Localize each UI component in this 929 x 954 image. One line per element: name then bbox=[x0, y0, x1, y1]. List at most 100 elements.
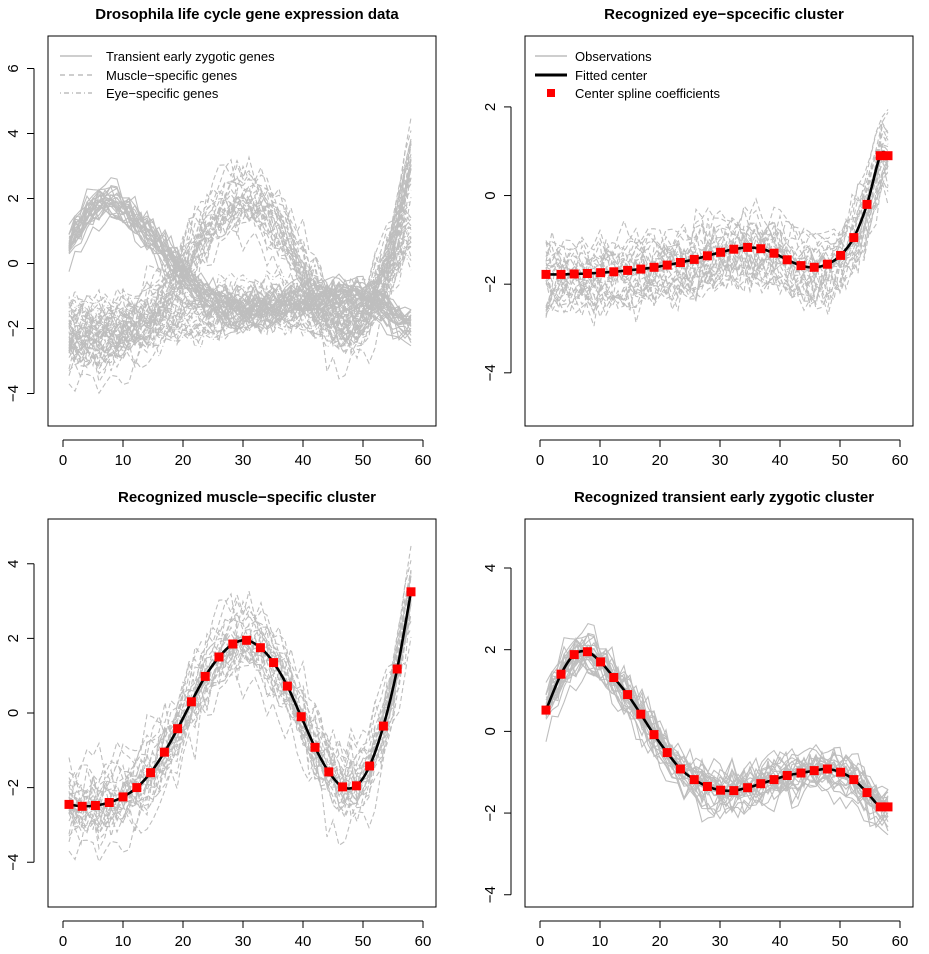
y-tick-label: −2 bbox=[5, 320, 22, 337]
spline-coefficient-marker bbox=[365, 761, 375, 771]
x-tick-label: 40 bbox=[295, 452, 312, 469]
observation-line bbox=[68, 117, 412, 330]
plot-area: 0 10 20 30 40 50 60 −4 −2 0 2 bbox=[482, 35, 914, 469]
observation-line bbox=[545, 176, 889, 327]
observation-line bbox=[68, 545, 412, 787]
legend-label-spline-coefficients: Center spline coefficients bbox=[575, 86, 721, 101]
y-tick-label: −2 bbox=[482, 805, 499, 822]
spline-coefficient-marker bbox=[769, 248, 779, 258]
x-tick-label: 20 bbox=[175, 452, 192, 469]
spline-coefficient-marker bbox=[883, 151, 893, 161]
spline-coefficient-marker bbox=[282, 681, 292, 691]
spline-coefficient-marker bbox=[609, 673, 619, 682]
y-tick-label: 2 bbox=[5, 634, 22, 642]
panel-zygotic-cluster: Recognized transient early zygotic clust… bbox=[482, 489, 914, 950]
spline-coefficient-marker bbox=[132, 783, 142, 793]
observation-line bbox=[68, 571, 412, 814]
y-tick-label: 0 bbox=[482, 727, 499, 735]
spline-coefficient-marker bbox=[296, 712, 306, 722]
y-tick-label: 4 bbox=[5, 129, 22, 137]
observation-line bbox=[545, 122, 889, 262]
spline-coefficient-marker bbox=[159, 747, 169, 757]
observation-line bbox=[68, 144, 412, 340]
x-tick-label: 50 bbox=[355, 452, 372, 469]
observation-line bbox=[545, 157, 889, 316]
legend-label-eye: Eye−specific genes bbox=[106, 86, 219, 101]
spline-coefficient-marker bbox=[214, 652, 224, 662]
y-tick-label: 2 bbox=[5, 194, 22, 202]
spline-coefficient-marker bbox=[556, 669, 566, 679]
y-tick-label: 2 bbox=[482, 103, 499, 111]
y-tick-label: 6 bbox=[5, 64, 22, 72]
spline-coefficient-marker bbox=[541, 269, 551, 279]
plot-frame bbox=[47, 35, 437, 427]
x-tick-label: 10 bbox=[115, 933, 132, 950]
spline-coefficient-marker bbox=[636, 264, 646, 274]
observation-line bbox=[68, 139, 412, 352]
spline-coefficient-marker bbox=[351, 781, 361, 791]
observation-line bbox=[68, 255, 412, 353]
x-tick-label: 10 bbox=[592, 933, 609, 950]
observation-line bbox=[68, 575, 412, 819]
spline-coefficient-marker bbox=[743, 783, 753, 793]
spline-coefficient-marker bbox=[849, 775, 859, 785]
x-tick-label: 40 bbox=[295, 933, 312, 950]
observation-line bbox=[68, 236, 412, 339]
observation-line bbox=[68, 236, 412, 339]
spline-coefficient-marker bbox=[729, 244, 739, 254]
spline-coefficient-marker bbox=[729, 786, 739, 796]
spline-coefficient-marker bbox=[582, 269, 592, 278]
x-tick-label: 50 bbox=[832, 452, 849, 469]
spline-coefficient-marker bbox=[716, 247, 726, 257]
legend-swatch-spline-coefficients bbox=[547, 89, 555, 97]
y-tick-label: −4 bbox=[5, 854, 22, 871]
spline-coefficient-marker bbox=[636, 709, 646, 719]
observation-line bbox=[68, 157, 412, 368]
observation-line bbox=[545, 652, 889, 823]
spline-coefficient-marker bbox=[77, 801, 87, 811]
legend: Transient early zygotic genes Muscle−spe… bbox=[60, 49, 275, 101]
observation-line bbox=[545, 658, 889, 828]
x-tick-label: 30 bbox=[712, 933, 729, 950]
x-tick-label: 20 bbox=[652, 452, 669, 469]
spline-coefficient-marker bbox=[378, 721, 388, 731]
x-tick-label: 0 bbox=[536, 452, 544, 469]
spline-coefficient-marker bbox=[569, 650, 579, 660]
observation-line bbox=[68, 215, 412, 325]
spline-coefficient-marker bbox=[689, 254, 699, 264]
spline-coefficient-marker bbox=[756, 244, 766, 254]
observation-line bbox=[68, 628, 412, 837]
y-tick-label: −2 bbox=[482, 276, 499, 293]
spline-coefficient-marker bbox=[569, 269, 579, 279]
spline-coefficient-marker bbox=[90, 801, 100, 810]
spline-coefficient-marker bbox=[702, 782, 712, 791]
plot-frame bbox=[524, 518, 914, 908]
legend: Observations Fitted center Center spline… bbox=[535, 49, 721, 101]
legend-label-observations: Observations bbox=[575, 49, 652, 64]
spline-coefficient-marker bbox=[649, 262, 659, 272]
data-layer bbox=[64, 545, 416, 864]
observation-line bbox=[68, 636, 412, 864]
x-tick-label: 40 bbox=[772, 933, 789, 950]
x-tick-label: 10 bbox=[115, 452, 132, 469]
plot-frame bbox=[524, 35, 914, 427]
x-tick-label: 30 bbox=[235, 933, 252, 950]
observation-line bbox=[68, 168, 412, 376]
legend-label-fitted-center: Fitted center bbox=[575, 68, 648, 83]
observation-line bbox=[68, 241, 412, 359]
observation-line bbox=[68, 575, 412, 800]
observation-line bbox=[545, 653, 889, 827]
observation-line bbox=[68, 236, 412, 343]
x-tick-label: 50 bbox=[355, 933, 372, 950]
observation-line bbox=[545, 668, 889, 836]
x-tick-label: 10 bbox=[592, 452, 609, 469]
spline-coefficient-marker bbox=[836, 250, 846, 260]
panel-muscle-cluster: Recognized muscle−specific cluster 0 10 20… bbox=[5, 489, 437, 950]
spline-coefficient-marker bbox=[822, 259, 832, 269]
observation-line bbox=[545, 662, 889, 832]
observation-line bbox=[68, 158, 412, 384]
observation-line bbox=[68, 560, 412, 806]
panel-gene-expression: Drosophila life cycle gene expression da… bbox=[5, 6, 437, 469]
spline-coefficient-marker bbox=[242, 635, 252, 645]
observation-line bbox=[68, 217, 412, 323]
